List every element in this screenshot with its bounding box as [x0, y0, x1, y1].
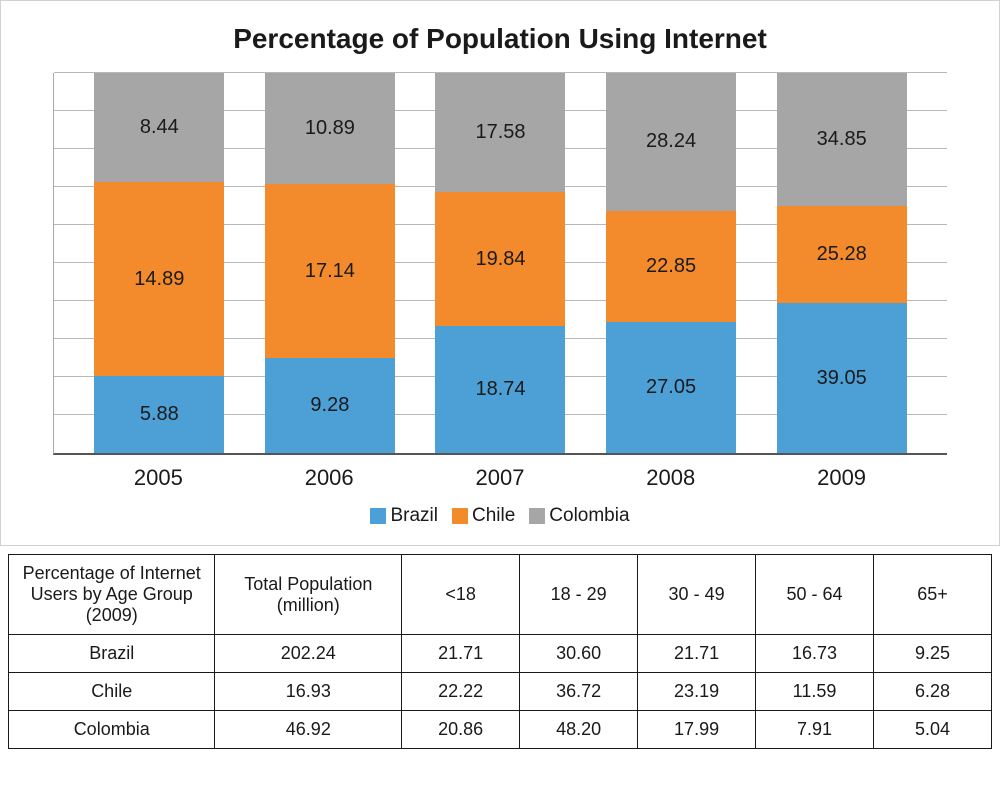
chart-plot-area: 5.8814.898.449.2817.1410.8918.7419.8417.…: [53, 73, 947, 455]
x-axis-label: 2006: [264, 465, 394, 491]
table-header-row: Percentage of Internet Users by Age Grou…: [9, 555, 992, 635]
bar-segment-brazil: 18.74: [435, 326, 565, 453]
bar-segment-colombia: 28.24: [606, 73, 736, 211]
table-cell: 202.24: [215, 635, 402, 673]
table-row: Brazil202.2421.7130.6021.7116.739.25: [9, 635, 992, 673]
legend-swatch: [529, 508, 545, 524]
table-cell: Colombia: [9, 711, 215, 749]
table-header-cell: Total Population (million): [215, 555, 402, 635]
bar-segment-chile: 22.85: [606, 211, 736, 322]
legend-label: Chile: [472, 505, 515, 527]
table-header-cell: 65+: [874, 555, 992, 635]
bar-segment-chile: 17.14: [265, 184, 395, 358]
table-cell: 22.22: [402, 673, 520, 711]
bar-segment-colombia: 34.85: [777, 73, 907, 206]
table-cell: 7.91: [756, 711, 874, 749]
bar-column: 18.7419.8417.58: [435, 73, 565, 453]
legend-swatch: [370, 508, 386, 524]
bar-segment-brazil: 9.28: [265, 358, 395, 453]
table-cell: 16.93: [215, 673, 402, 711]
table-cell: 5.04: [874, 711, 992, 749]
table-cell: 46.92: [215, 711, 402, 749]
legend-label: Colombia: [549, 505, 629, 527]
table-cell: 21.71: [402, 635, 520, 673]
legend-item-colombia: Colombia: [529, 505, 629, 527]
table-cell: Brazil: [9, 635, 215, 673]
table-header-cell: 50 - 64: [756, 555, 874, 635]
table-cell: 17.99: [638, 711, 756, 749]
x-axis-label: 2007: [435, 465, 565, 491]
bar-segment-chile: 25.28: [777, 206, 907, 303]
legend-item-brazil: Brazil: [370, 505, 438, 527]
table-cell: Chile: [9, 673, 215, 711]
age-group-table: Percentage of Internet Users by Age Grou…: [8, 554, 992, 749]
bar-segment-colombia: 17.58: [435, 73, 565, 192]
x-axis-label: 2009: [777, 465, 907, 491]
table-cell: 20.86: [402, 711, 520, 749]
legend-swatch: [452, 508, 468, 524]
data-table-container: Percentage of Internet Users by Age Grou…: [0, 546, 1000, 757]
bar-segment-colombia: 8.44: [94, 73, 224, 182]
x-axis-label: 2005: [93, 465, 223, 491]
table-body: Brazil202.2421.7130.6021.7116.739.25Chil…: [9, 635, 992, 749]
table-header-cell: Percentage of Internet Users by Age Grou…: [9, 555, 215, 635]
bar-segment-chile: 19.84: [435, 192, 565, 326]
bar-column: 39.0525.2834.85: [777, 73, 907, 453]
table-cell: 48.20: [520, 711, 638, 749]
table-header-cell: 30 - 49: [638, 555, 756, 635]
table-cell: 16.73: [756, 635, 874, 673]
table-cell: 11.59: [756, 673, 874, 711]
table-header-cell: <18: [402, 555, 520, 635]
table-header-cell: 18 - 29: [520, 555, 638, 635]
table-row: Chile16.9322.2236.7223.1911.596.28: [9, 673, 992, 711]
legend-label: Brazil: [390, 505, 438, 527]
table-cell: 6.28: [874, 673, 992, 711]
bar-segment-chile: 14.89: [94, 182, 224, 376]
bar-column: 27.0522.8528.24: [606, 73, 736, 453]
table-cell: 30.60: [520, 635, 638, 673]
x-axis-label: 2008: [606, 465, 736, 491]
chart-x-axis-labels: 2005 2006 2007 2008 2009: [9, 455, 991, 491]
bar-segment-brazil: 5.88: [94, 376, 224, 453]
chart-legend: Brazil Chile Colombia: [9, 505, 991, 527]
bar-segment-brazil: 27.05: [606, 322, 736, 453]
chart-bars: 5.8814.898.449.2817.1410.8918.7419.8417.…: [54, 73, 947, 453]
table-cell: 36.72: [520, 673, 638, 711]
bar-column: 5.8814.898.44: [94, 73, 224, 453]
legend-item-chile: Chile: [452, 505, 515, 527]
chart-title: Percentage of Population Using Internet: [9, 23, 991, 55]
table-cell: 23.19: [638, 673, 756, 711]
table-cell: 21.71: [638, 635, 756, 673]
bar-segment-colombia: 10.89: [265, 73, 395, 184]
table-row: Colombia46.9220.8648.2017.997.915.04: [9, 711, 992, 749]
table-cell: 9.25: [874, 635, 992, 673]
bar-segment-brazil: 39.05: [777, 303, 907, 453]
figure-container: Percentage of Population Using Internet …: [0, 0, 1000, 546]
bar-column: 9.2817.1410.89: [265, 73, 395, 453]
